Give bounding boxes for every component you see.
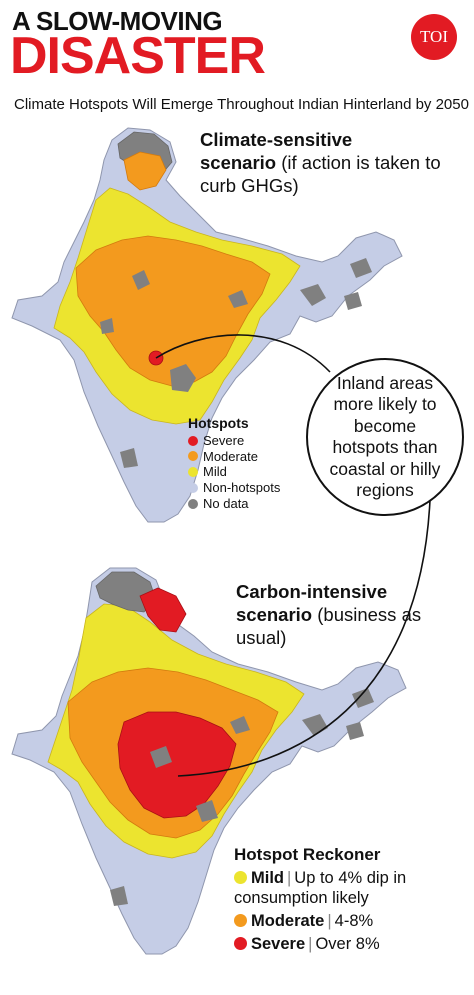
legend-item-moderate: Moderate (188, 449, 280, 465)
map-carbon-intensive (11, 567, 407, 955)
reckoner-swatch (234, 914, 247, 927)
no-data-patch (228, 290, 248, 308)
legend-item-no-data: No data (188, 496, 280, 512)
map2-no-data-patches (110, 688, 374, 906)
reckoner-separator: | (327, 912, 332, 930)
map1-moderate-region (75, 235, 271, 387)
no-data-patch (344, 292, 362, 310)
legend-swatch (188, 451, 198, 462)
no-data-patch (196, 800, 218, 822)
reckoner-item-severe: Severe | Over 8% (234, 934, 470, 954)
legend-item-non-hotspots: Non-hotspots (188, 480, 280, 496)
legend-swatch (188, 483, 198, 494)
scenario-2-title-line1: Carbon-intensive (236, 581, 388, 602)
toi-logo: TOI (411, 14, 457, 60)
scenario-2-title-line2: scenario (236, 604, 313, 625)
reckoner-separator: | (287, 869, 292, 887)
no-data-patch (120, 448, 138, 468)
legend-label: No data (203, 495, 249, 511)
reckoner-label: Severe (251, 935, 306, 953)
legend-label: Severe (203, 432, 245, 448)
no-data-patch (300, 284, 326, 306)
legend-label: Moderate (203, 448, 258, 464)
scenario-2-description: (business as usual) (236, 604, 422, 648)
scenario-1-heading: Climate-sensitive scenario (if action is… (200, 128, 470, 197)
hotspots-legend: Hotspots Severe Moderate Mild Non-hotspo… (188, 415, 280, 512)
no-data-patch (170, 364, 196, 392)
scenario-1-title-line2: scenario (200, 152, 277, 173)
reckoner-label: Mild (251, 869, 284, 887)
no-data-patch (132, 270, 150, 290)
legend-item-severe: Severe (188, 433, 280, 449)
reckoner-swatch (234, 937, 247, 950)
legend-swatch (188, 467, 198, 478)
map-climate-sensitive (11, 127, 403, 523)
callout-connector-bottom (177, 499, 431, 777)
reckoner-swatch (234, 871, 247, 884)
reckoner-item-moderate: Moderate | 4-8% (234, 911, 470, 931)
map2-ladakh-severe (139, 587, 187, 633)
reckoner-title: Hotspot Reckoner (234, 845, 381, 864)
no-data-patch (110, 886, 128, 906)
legend-label: Mild (203, 464, 227, 480)
callout-connector-top (155, 334, 331, 373)
reckoner-item-mild: Mild | Up to 4% dip in consumption likely (234, 868, 470, 908)
hotspot-reckoner: Hotspot Reckoner Mild | Up to 4% dip in co… (234, 845, 470, 954)
header-kicker: A SLOW-MOVING (12, 6, 223, 36)
reckoner-separator: | (308, 935, 313, 953)
header-headline: DISASTER (10, 27, 266, 85)
map1-no-data-patches (100, 258, 372, 468)
reckoner-desc: Up to 4% dip in consumption likely (234, 869, 407, 907)
no-data-patch (150, 746, 172, 768)
scenario-1-description: (if action is taken to curb GHGs) (200, 152, 441, 196)
legend-item-mild: Mild (188, 464, 280, 480)
legend-swatch (188, 498, 198, 509)
no-data-patch (350, 258, 372, 278)
no-data-patch (100, 318, 114, 334)
map2-severe-region (117, 711, 237, 819)
logo-text: TOI (419, 27, 448, 46)
callout-bubble: Inland areas more likely to become hotsp… (306, 358, 464, 516)
reckoner-label: Moderate (251, 912, 325, 930)
legend-swatch (188, 435, 198, 446)
no-data-patch (230, 716, 250, 734)
scenario-1-title-line1: Climate-sensitive (200, 129, 353, 150)
no-data-patch (352, 688, 374, 708)
legend-label: Non-hotspots (203, 480, 281, 496)
reckoner-desc: 4-8% (334, 912, 374, 930)
map1-ladakh-moderate (123, 151, 167, 191)
hotspots-legend-title: Hotspots (188, 415, 249, 431)
scenario-2-heading: Carbon-intensive scenario (business as u… (236, 580, 472, 649)
reckoner-desc: Over 8% (315, 935, 380, 953)
callout-text: Inland areas more likely to become hotsp… (329, 372, 441, 501)
subtitle: Climate Hotspots Will Emerge Throughout … (14, 96, 469, 113)
no-data-patch (346, 722, 364, 740)
